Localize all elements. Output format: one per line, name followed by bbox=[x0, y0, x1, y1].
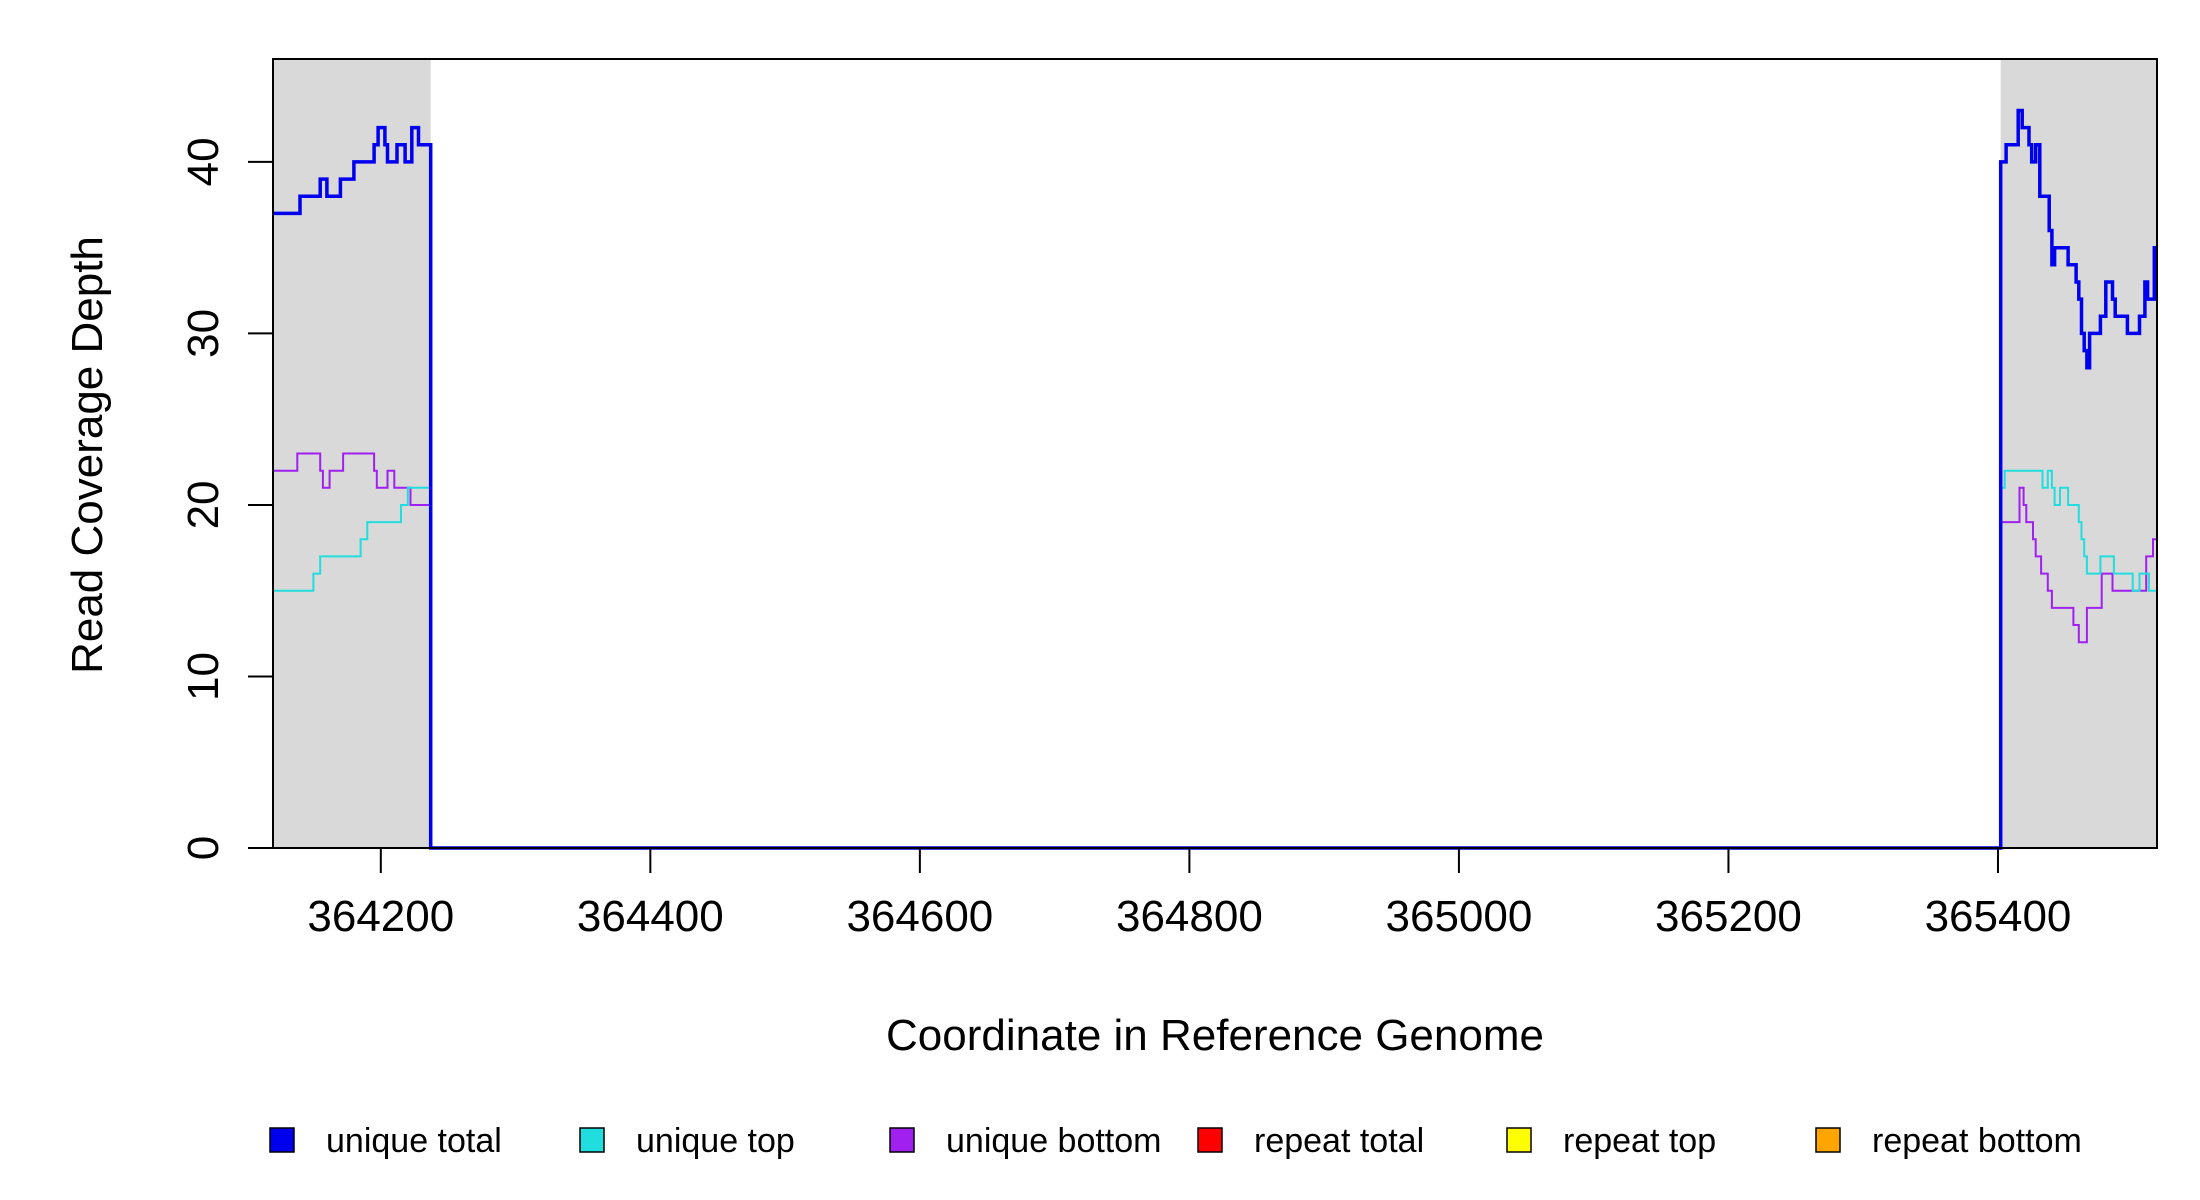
legend-swatch bbox=[1815, 1127, 1841, 1153]
x-tick-label: 365000 bbox=[1386, 892, 1533, 941]
shaded-regions bbox=[273, 59, 2157, 848]
legend-swatch bbox=[1506, 1127, 1532, 1153]
legend-swatch bbox=[579, 1127, 605, 1153]
y-axis: 0 10 20 30 40 bbox=[179, 137, 273, 860]
x-tick-label: 365400 bbox=[1925, 892, 2072, 941]
x-tick-label: 364600 bbox=[846, 892, 993, 941]
x-axis: 364200 364400 364600 364800 365000 365200 3654… bbox=[307, 848, 2071, 941]
legend-label: repeat bottom bbox=[1872, 1122, 2082, 1160]
series-unique-total bbox=[273, 108, 2157, 850]
series-lines bbox=[273, 108, 2157, 850]
legend-item-unique-total: unique total bbox=[269, 1122, 502, 1160]
legend-swatch bbox=[269, 1127, 295, 1153]
legend-item-unique-bottom: unique bottom bbox=[889, 1122, 1162, 1160]
shaded-region-1 bbox=[2000, 59, 2157, 848]
series-unique-top bbox=[273, 469, 2157, 849]
legend-label: repeat top bbox=[1563, 1122, 1716, 1160]
legend: unique total unique top unique bottom repea… bbox=[269, 1122, 2082, 1160]
legend-label: unique bottom bbox=[946, 1122, 1162, 1160]
y-tick-label: 10 bbox=[179, 652, 228, 701]
legend-item-repeat-total: repeat total bbox=[1197, 1122, 1424, 1160]
plot-frame bbox=[272, 58, 2158, 849]
legend-label: unique total bbox=[326, 1122, 502, 1160]
legend-item-repeat-bottom: repeat bottom bbox=[1815, 1122, 2082, 1160]
x-tick-label: 364800 bbox=[1116, 892, 1263, 941]
legend-item-repeat-top: repeat top bbox=[1506, 1122, 1716, 1160]
x-tick-label: 364200 bbox=[307, 892, 454, 941]
legend-label: repeat total bbox=[1254, 1122, 1424, 1160]
x-tick-label: 364400 bbox=[577, 892, 724, 941]
y-axis-title: Read Coverage Depth bbox=[63, 236, 112, 674]
x-axis-title: Coordinate in Reference Genome bbox=[886, 1011, 1544, 1060]
legend-swatch bbox=[889, 1127, 915, 1153]
x-tick-label: 365200 bbox=[1655, 892, 1802, 941]
y-tick-label: 0 bbox=[179, 836, 228, 860]
legend-item-unique-top: unique top bbox=[579, 1122, 795, 1160]
y-tick-label: 30 bbox=[179, 309, 228, 358]
legend-label: unique top bbox=[636, 1122, 795, 1160]
y-tick-label: 40 bbox=[179, 137, 228, 186]
legend-swatch bbox=[1197, 1127, 1223, 1153]
y-tick-label: 20 bbox=[179, 480, 228, 529]
series-unique-bottom bbox=[273, 452, 2157, 849]
